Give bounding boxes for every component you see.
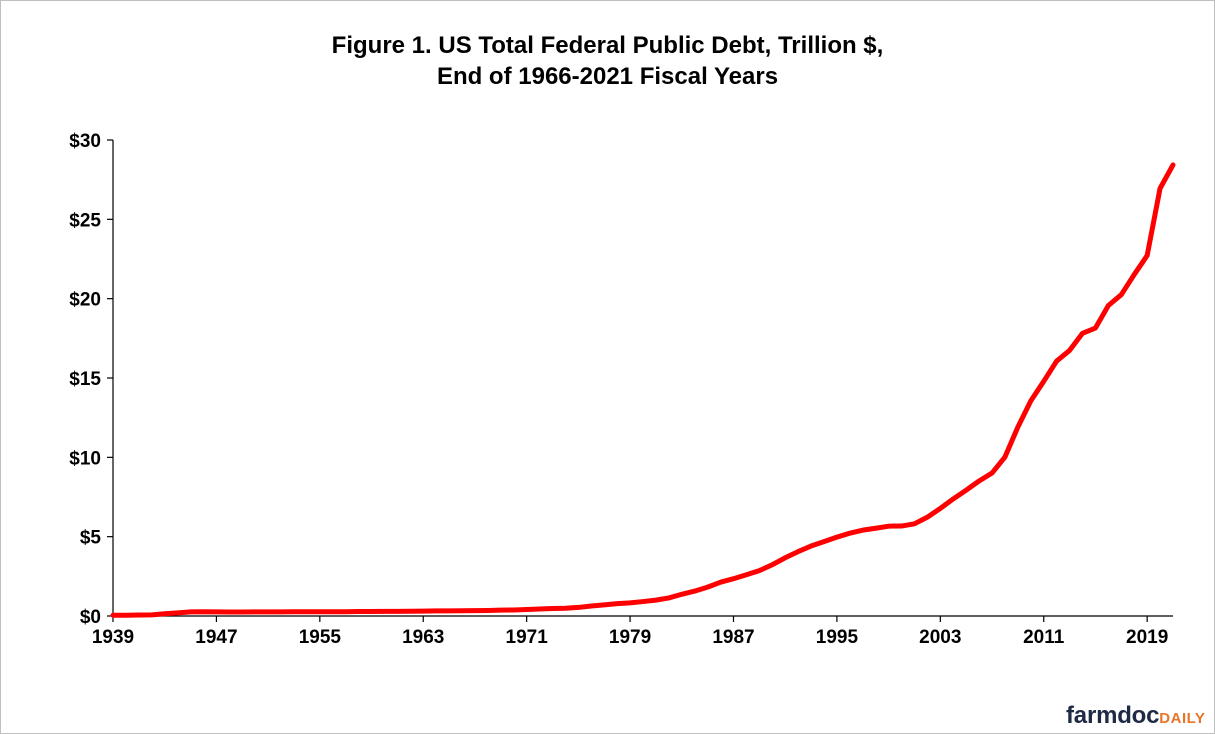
- chart-title-line1: Figure 1. US Total Federal Public Debt, …: [331, 32, 884, 59]
- series-line: [110, 162, 1176, 618]
- y-tick-label: $25: [69, 210, 101, 231]
- x-tick-label: 1963: [402, 627, 444, 648]
- y-tick-label: $5: [80, 528, 102, 549]
- y-axis: $0 $5 $10 $15 $20 $25 $30: [69, 131, 114, 628]
- x-axis: 1939 1947 1955 1963 1971 1979 1987 1995 2003 2011…: [92, 615, 1173, 648]
- chart-title: Figure 1. US Total Federal Public Debt, …: [0, 30, 1215, 92]
- x-tick-label: 1971: [506, 627, 549, 648]
- x-tick-label: 2003: [919, 627, 961, 648]
- logo-part2: DAILY: [1159, 710, 1206, 727]
- x-tick-label: 2011: [1023, 627, 1065, 648]
- x-tick-label: 1955: [299, 627, 342, 648]
- y-tick-label: $30: [69, 131, 101, 152]
- y-tick-label: $15: [69, 369, 101, 390]
- x-tick-label: 1939: [92, 627, 134, 648]
- x-tick-label: 2019: [1126, 627, 1168, 648]
- y-tick-label: $10: [69, 448, 101, 469]
- x-tick-label: 1979: [609, 627, 651, 648]
- farmdoc-daily-logo: farmdocDAILY: [1066, 702, 1205, 730]
- chart-title-line2: End of 1966-2021 Fiscal Years: [436, 63, 779, 90]
- logo-part1: farmdoc: [1066, 702, 1160, 729]
- x-tick-label: 1947: [195, 627, 237, 648]
- x-tick-label: 1987: [712, 627, 754, 648]
- y-tick-label: $0: [80, 607, 101, 628]
- y-tick-label: $20: [69, 290, 101, 311]
- x-tick-label: 1995: [816, 627, 859, 648]
- series-group: [110, 162, 1176, 618]
